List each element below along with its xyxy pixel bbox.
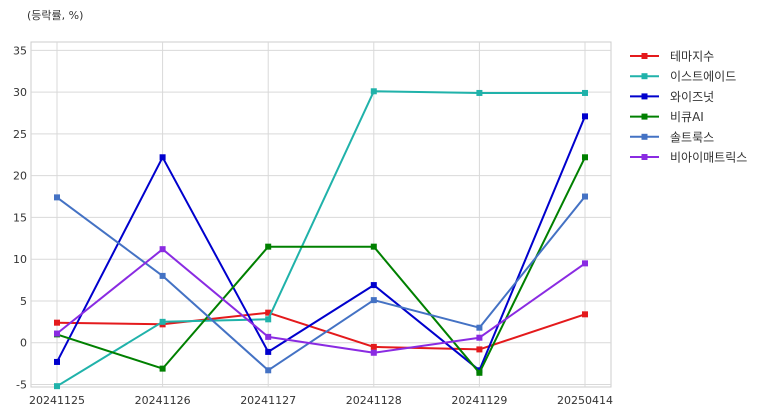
data-point — [265, 316, 272, 323]
data-point — [265, 309, 272, 316]
y-tick-label: 35 — [13, 44, 27, 57]
x-tick-label: 20241125 — [29, 394, 85, 407]
data-point — [476, 334, 483, 341]
data-point — [370, 243, 377, 250]
y-tick-label: 15 — [13, 211, 27, 224]
y-tick-label: 30 — [13, 86, 27, 99]
data-point — [265, 367, 272, 374]
legend-label: 솔트룩스 — [670, 130, 714, 144]
series-2 — [54, 88, 588, 390]
x-tick-label: 20241128 — [346, 394, 402, 407]
legend-label: 비큐AI — [670, 110, 704, 124]
unit-label: (등락률, %) — [27, 9, 83, 22]
data-point — [476, 346, 483, 353]
data-point — [159, 272, 166, 279]
plot-frame — [30, 41, 612, 388]
series-5 — [54, 193, 588, 374]
legend-marker — [641, 93, 648, 100]
data-point — [476, 89, 483, 96]
series-line — [56, 156, 586, 374]
x-tick-label: 20241126 — [135, 394, 191, 407]
x-tick-label: 20241127 — [240, 394, 296, 407]
y-tick-label: 0 — [20, 337, 27, 350]
data-point — [54, 319, 60, 326]
legend-marker — [641, 53, 648, 59]
legend-label: 비아이매트릭스 — [670, 151, 747, 165]
legend-label: 이스트에이드 — [670, 70, 736, 84]
data-point — [370, 297, 377, 304]
legend-marker — [641, 133, 648, 140]
data-point — [54, 330, 60, 337]
legend-item: 비큐AI — [630, 110, 704, 124]
x-tick-label: 20250414 — [557, 394, 613, 407]
series-6 — [54, 246, 588, 356]
data-point — [159, 318, 166, 325]
series-line — [56, 90, 585, 388]
data-point — [370, 88, 377, 95]
legend-marker — [641, 154, 648, 160]
legend-item: 솔트룩스 — [630, 130, 714, 144]
data-point — [54, 194, 60, 201]
data-point — [582, 311, 588, 318]
legend-label: 와이즈넛 — [670, 90, 714, 104]
grid — [30, 41, 612, 388]
data-point — [370, 343, 377, 350]
data-point — [159, 365, 166, 372]
series-layer — [54, 88, 588, 390]
data-point — [370, 282, 377, 289]
data-point — [159, 246, 166, 253]
data-point — [265, 348, 272, 355]
legend-item: 이스트에이드 — [630, 70, 736, 84]
data-point — [582, 89, 588, 96]
legend-marker — [641, 73, 648, 80]
y-tick-label: 25 — [13, 128, 27, 141]
data-point — [476, 369, 483, 376]
y-tick-label: 20 — [13, 170, 27, 183]
series-line — [56, 311, 586, 351]
data-point — [265, 243, 272, 250]
data-point — [582, 260, 588, 267]
y-tick-label: 5 — [20, 295, 27, 308]
data-point — [582, 193, 588, 200]
legend-item: 비아이매트릭스 — [630, 151, 747, 165]
data-point — [54, 383, 60, 390]
series-line — [56, 248, 586, 354]
series-line — [56, 115, 586, 372]
legend-item: 와이즈넛 — [630, 90, 714, 104]
legend-label: 테마지수 — [670, 50, 714, 64]
data-point — [265, 333, 272, 340]
data-point — [476, 324, 483, 331]
legend-marker — [641, 113, 648, 120]
y-tick-label: 10 — [13, 253, 27, 266]
data-point — [54, 358, 60, 365]
data-point — [582, 113, 588, 120]
x-tick-label: 20241129 — [451, 394, 507, 407]
legend-item: 테마지수 — [630, 50, 714, 64]
y-tick-label: -5 — [16, 378, 27, 391]
data-point — [370, 349, 377, 356]
data-point — [159, 154, 166, 161]
axes: -5 0 5 10 15 20 25 30 35 20241125 20241126 20241127… — [13, 44, 613, 407]
data-point — [582, 154, 588, 161]
